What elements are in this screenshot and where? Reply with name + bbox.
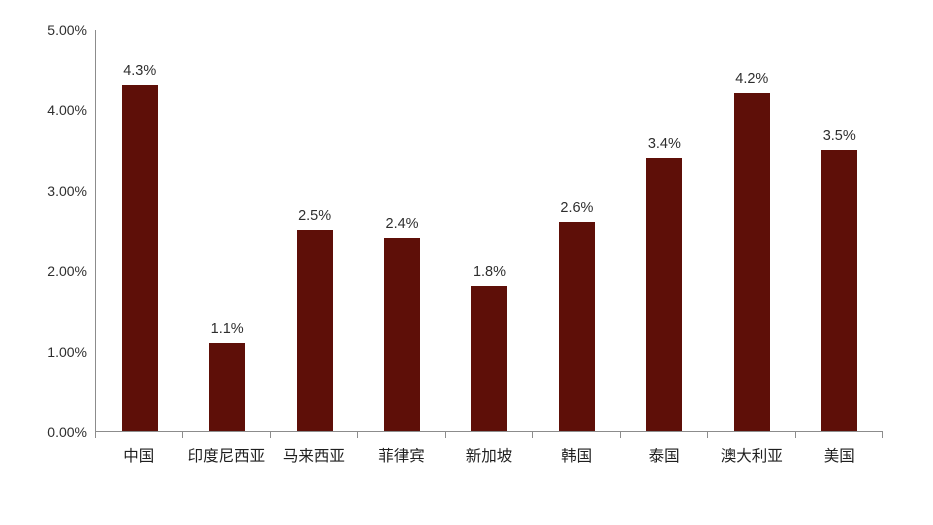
x-axis-tick [357, 432, 359, 438]
x-axis-tick [269, 432, 271, 438]
x-axis-tick [882, 432, 883, 438]
y-tick-label: 1.00% [47, 343, 87, 360]
bar-value-label: 1.8% [472, 264, 506, 281]
bar-value-label: 2.6% [560, 200, 594, 217]
bar-value-label: 3.5% [822, 127, 856, 144]
bar-slot: 3.4% [621, 30, 708, 431]
x-category-label: 泰国 [648, 448, 680, 465]
bar-slot: 1.1% [183, 30, 270, 431]
bar [821, 149, 858, 431]
bar-slot: 1.8% [446, 30, 533, 431]
bar-value-label: 3.4% [647, 135, 681, 152]
y-tick-label: 3.00% [47, 182, 87, 199]
y-axis: 0.00% 1.00% 2.00% 3.00% 4.00% 5.00% [0, 22, 87, 440]
x-category-label: 新加坡 [465, 448, 513, 465]
bar-slot: 4.2% [708, 30, 795, 431]
bar [646, 157, 683, 431]
x-axis-tick [95, 432, 96, 438]
x-axis-labels: 中国 印度尼西亚 马来西亚 菲律宾 新加坡 韩国 泰国 澳大利亚 美国 [95, 440, 883, 466]
bar-slot: 2.5% [271, 30, 358, 431]
y-tick-label: 5.00% [47, 22, 87, 38]
x-category-label: 韩国 [561, 448, 593, 465]
x-category-label: 澳大利亚 [720, 448, 783, 465]
bar-value-label: 1.1% [210, 320, 244, 337]
x-axis-tick [444, 432, 446, 438]
bar-value-label: 4.3% [123, 63, 157, 80]
bar [558, 221, 595, 431]
x-axis-tick [794, 432, 796, 438]
bar-value-label: 4.2% [735, 71, 769, 88]
x-axis-tick [707, 432, 709, 438]
bar-slot: 4.3% [96, 30, 183, 431]
bar [121, 85, 158, 431]
x-axis-tick [532, 432, 534, 438]
x-category-label: 菲律宾 [378, 448, 425, 465]
bar [209, 342, 246, 431]
x-category-label: 中国 [123, 448, 155, 465]
y-tick-label: 0.00% [47, 424, 87, 440]
bar-slot: 3.5% [796, 30, 883, 431]
bar-value-label: 2.5% [298, 208, 332, 225]
bar [471, 286, 508, 431]
bar [733, 93, 770, 431]
bar-value-label: 2.4% [385, 216, 419, 233]
bar-slot: 2.6% [533, 30, 620, 431]
x-category-label: 马来西亚 [282, 448, 345, 465]
x-axis-tick [619, 432, 621, 438]
bar [384, 238, 421, 431]
x-category-label: 美国 [823, 448, 855, 465]
x-axis-tick [182, 432, 184, 438]
y-tick-label: 4.00% [47, 102, 87, 119]
bar [296, 230, 333, 431]
plot-area: 4.3% 1.1% 2.5% 2.4% 1.8% 2.6% 3.4% 4.2% 3.5% [95, 30, 883, 438]
y-tick-label: 2.00% [47, 263, 87, 280]
x-category-label: 印度尼西亚 [187, 448, 266, 465]
bar-slot: 2.4% [358, 30, 445, 431]
